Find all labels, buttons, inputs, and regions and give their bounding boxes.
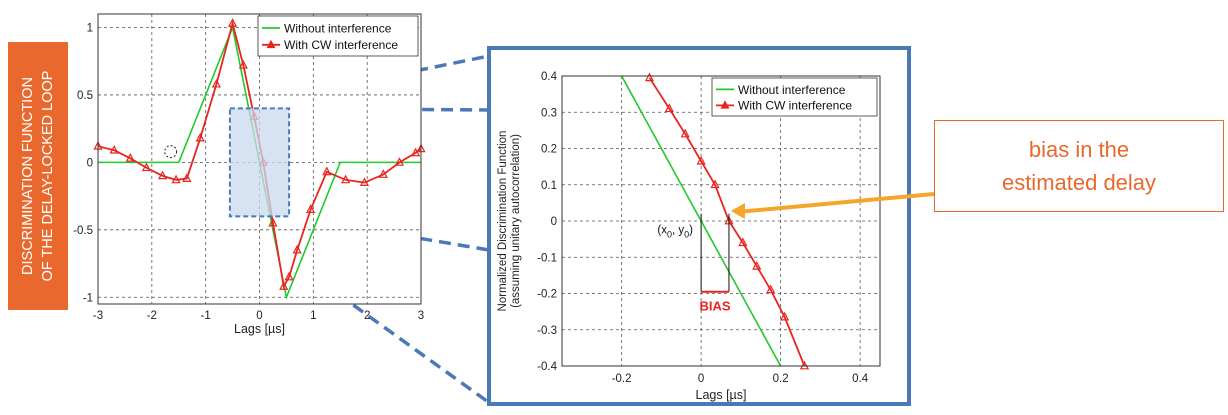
legend-marker bbox=[266, 39, 276, 49]
y-tick-label: 0.5 bbox=[77, 90, 93, 102]
triangle-marker bbox=[227, 18, 238, 27]
triangle-marker bbox=[109, 144, 119, 154]
y-axis-label: Normalized Discrimination Function bbox=[497, 131, 509, 312]
vertical-banner-text-canvas: DISCRIMINATION FUNCTION OF THE DELAY-LOC… bbox=[20, 71, 56, 282]
banner-line-1: DISCRIMINATION FUNCTION bbox=[20, 77, 36, 275]
y-tick-label: 0.2 bbox=[541, 144, 557, 156]
triangle-marker bbox=[752, 261, 762, 270]
triangle-marker bbox=[171, 174, 181, 184]
triangle-marker bbox=[766, 284, 776, 294]
dashed-circle-marker bbox=[164, 145, 178, 159]
triangle-marker bbox=[644, 72, 655, 82]
y-tick-label: -0.2 bbox=[537, 289, 557, 301]
triangle-marker bbox=[664, 103, 674, 113]
triangle-marker bbox=[141, 162, 152, 172]
triangle-marker bbox=[394, 157, 405, 166]
vertical-banner: DISCRIMINATION FUNCTION OF THE DELAY-LOC… bbox=[8, 42, 68, 310]
triangle-marker bbox=[182, 173, 192, 182]
origin-label-subscript: 0 bbox=[684, 230, 689, 240]
origin-label-part: (x bbox=[657, 225, 667, 237]
legend-label: With CW interference bbox=[284, 38, 398, 52]
triangle-marker bbox=[279, 281, 289, 290]
legend-box bbox=[257, 15, 419, 57]
zoom-connector-line bbox=[228, 214, 493, 406]
origin-point-label: (x0, y0) bbox=[657, 225, 693, 240]
y-tick-label: 0.3 bbox=[541, 107, 557, 119]
y-axis-label: (assuming unitary autocorrelation) bbox=[510, 134, 522, 308]
origin-label-subscript: 0 bbox=[667, 230, 672, 240]
triangle-marker bbox=[211, 78, 222, 88]
arrow-left-icon bbox=[730, 203, 745, 219]
y-tick-label: -0.5 bbox=[73, 225, 93, 237]
x-tick-label: 0.2 bbox=[773, 373, 789, 385]
x-tick-label: -0.2 bbox=[612, 373, 632, 385]
triangle-marker bbox=[680, 128, 690, 138]
y-tick-label: -0.4 bbox=[537, 361, 557, 373]
y-tick-label: 0 bbox=[87, 157, 93, 169]
x-axis-label: Lags [µs] bbox=[234, 322, 285, 336]
bias-callout: bias in the estimated delay bbox=[934, 120, 1224, 212]
legend-marker bbox=[720, 100, 730, 109]
arrow-shaft bbox=[742, 192, 935, 214]
triangle-marker bbox=[411, 147, 421, 157]
x-tick-label: -3 bbox=[93, 310, 103, 322]
chart-zoomed: -0.2 0 0.2 0.4 -0.4 -0.3 -0.2 -0.1 0 0.1 0.2 0.3 0.4… bbox=[497, 71, 881, 402]
triangle-marker bbox=[195, 132, 205, 142]
legend-label: Without interference bbox=[738, 83, 846, 97]
triangle-marker bbox=[710, 179, 720, 189]
triangle-marker bbox=[125, 153, 135, 162]
y-tick-label: 0.1 bbox=[541, 180, 557, 192]
x-tick-label: -2 bbox=[147, 310, 157, 322]
y-tick-label: 1 bbox=[87, 23, 93, 35]
triangle-marker bbox=[306, 204, 316, 213]
axes-frame bbox=[561, 75, 881, 367]
triangle-marker bbox=[322, 166, 332, 176]
triangle-marker bbox=[158, 170, 168, 180]
x-tick-label: 3 bbox=[418, 310, 424, 322]
triangle-marker bbox=[738, 237, 748, 247]
x-tick-label: 0 bbox=[256, 310, 262, 322]
zoom-region-box bbox=[228, 107, 291, 218]
x-axis-label: Lags [µs] bbox=[696, 388, 747, 402]
y-tick-label: -0.1 bbox=[537, 252, 557, 264]
legend-box bbox=[711, 77, 878, 117]
y-tick-label: 0.4 bbox=[541, 71, 558, 83]
triangle-marker bbox=[696, 155, 706, 165]
triangle-marker bbox=[284, 271, 294, 281]
x-tick-label: 1 bbox=[310, 310, 316, 322]
banner-line-2: OF THE DELAY-LOCKED LOOP bbox=[40, 71, 56, 282]
triangle-marker bbox=[238, 59, 248, 69]
triangle-marker bbox=[292, 244, 302, 254]
triangle-marker bbox=[359, 177, 370, 187]
triangle-marker bbox=[268, 217, 278, 227]
triangle-marker bbox=[799, 360, 810, 370]
x-tick-label: -1 bbox=[201, 310, 211, 322]
y-tick-label: 0 bbox=[551, 216, 557, 228]
origin-label-part: ) bbox=[689, 225, 693, 237]
axes-frame bbox=[97, 13, 422, 305]
y-tick-label: -1 bbox=[83, 292, 93, 304]
x-tick-label: 0 bbox=[698, 373, 704, 385]
triangle-marker bbox=[341, 174, 351, 184]
legend-label: With CW interference bbox=[738, 99, 852, 113]
y-tick-label: -0.3 bbox=[537, 325, 557, 337]
triangle-marker bbox=[780, 311, 790, 321]
bias-label: BIAS bbox=[700, 299, 731, 314]
x-tick-label: 2 bbox=[364, 310, 370, 322]
triangle-marker bbox=[378, 169, 388, 178]
chart-full-range: -3 -2 -1 0 1 2 3 -1 -0.5 0 0.5 1 Lags [µs] Without in… bbox=[73, 13, 426, 336]
x-tick-label: 0.4 bbox=[852, 373, 869, 385]
origin-label-part: , y bbox=[672, 225, 684, 237]
bias-arrow bbox=[730, 192, 935, 219]
legend-label: Without interference bbox=[284, 21, 392, 35]
